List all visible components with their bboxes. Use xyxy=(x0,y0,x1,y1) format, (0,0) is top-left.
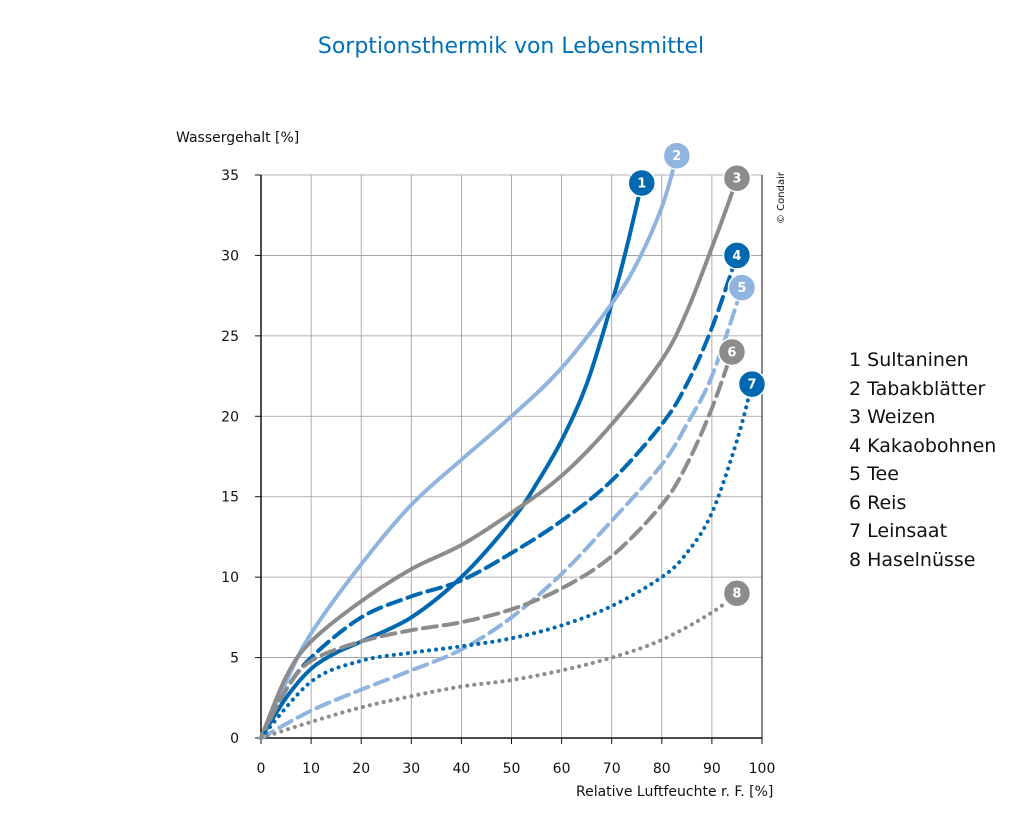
series-badge-4 xyxy=(722,241,752,270)
x-tick-label: 50 xyxy=(503,761,521,777)
series-line-3 xyxy=(259,176,739,740)
series-badge-2 xyxy=(662,141,692,170)
x-tick-label: 30 xyxy=(402,761,420,777)
y-tick-label: 25 xyxy=(221,329,239,345)
y-tick-label: 5 xyxy=(230,651,239,667)
series-badge-label: 8 xyxy=(732,587,741,602)
series-line-8 xyxy=(259,591,739,740)
chart-title: Sorptionsthermik von Lebensmittel xyxy=(317,34,705,59)
series-badge-label: 7 xyxy=(747,378,756,393)
series-badge-1 xyxy=(627,168,657,198)
legend-item: 5 Tee xyxy=(849,463,899,485)
series-line-6 xyxy=(259,349,734,740)
y-tick-label: 20 xyxy=(221,409,239,425)
series-badge-7 xyxy=(737,369,767,399)
series-badge-8 xyxy=(722,578,752,608)
series-badge-label: 3 xyxy=(732,172,741,187)
legend-item: 1 Sultaninen xyxy=(849,349,969,371)
legend-item: 8 Haselnüsse xyxy=(849,548,976,571)
y-axis-label: Wassergehalt [%] xyxy=(176,130,300,146)
x-tick-label: 40 xyxy=(452,761,470,777)
series-badge-3 xyxy=(722,163,752,193)
x-tick-label: 90 xyxy=(703,761,721,777)
x-tick-label: 10 xyxy=(302,761,320,777)
y-tick-label: 15 xyxy=(221,490,239,506)
legend-item: 3 Weizen xyxy=(849,406,936,428)
legend-item: 2 Tabakblätter xyxy=(849,377,986,400)
x-tick-label: 20 xyxy=(352,761,370,777)
series-badge-label: 2 xyxy=(672,149,681,164)
series-badge-6 xyxy=(717,337,747,367)
y-tick-label: 10 xyxy=(221,570,239,586)
series-line-5 xyxy=(259,285,744,740)
legend: 1 Sultaninen 2 Tabakblätter 3 Weizen 4 K… xyxy=(849,346,996,574)
legend-item: 4 Kakaobohnen xyxy=(849,434,997,457)
x-tick-label: 0 xyxy=(257,761,266,777)
series-badge-label: 1 xyxy=(637,177,646,192)
legend-item: 6 Reis xyxy=(849,491,907,514)
series-badge-label: 6 xyxy=(727,345,736,360)
x-tick-label: 100 xyxy=(749,761,776,777)
y-tick-label: 30 xyxy=(221,248,239,264)
series-badge-5 xyxy=(727,273,757,302)
x-tick-label: 80 xyxy=(653,761,671,777)
x-axis-label: Relative Luftfeuchte r. F. [%] xyxy=(576,784,774,800)
series-line-7 xyxy=(259,382,754,740)
series-line-2 xyxy=(259,153,679,740)
series-line-4 xyxy=(259,253,739,740)
legend-item: 7 Leinsaat xyxy=(849,520,948,542)
x-tick-label: 70 xyxy=(603,761,621,777)
y-tick-label: 0 xyxy=(230,731,239,747)
series-badge-label: 5 xyxy=(737,281,746,296)
y-tick-label: 35 xyxy=(221,168,239,184)
x-tick-label: 60 xyxy=(553,761,571,777)
series-badge-label: 4 xyxy=(732,249,741,264)
